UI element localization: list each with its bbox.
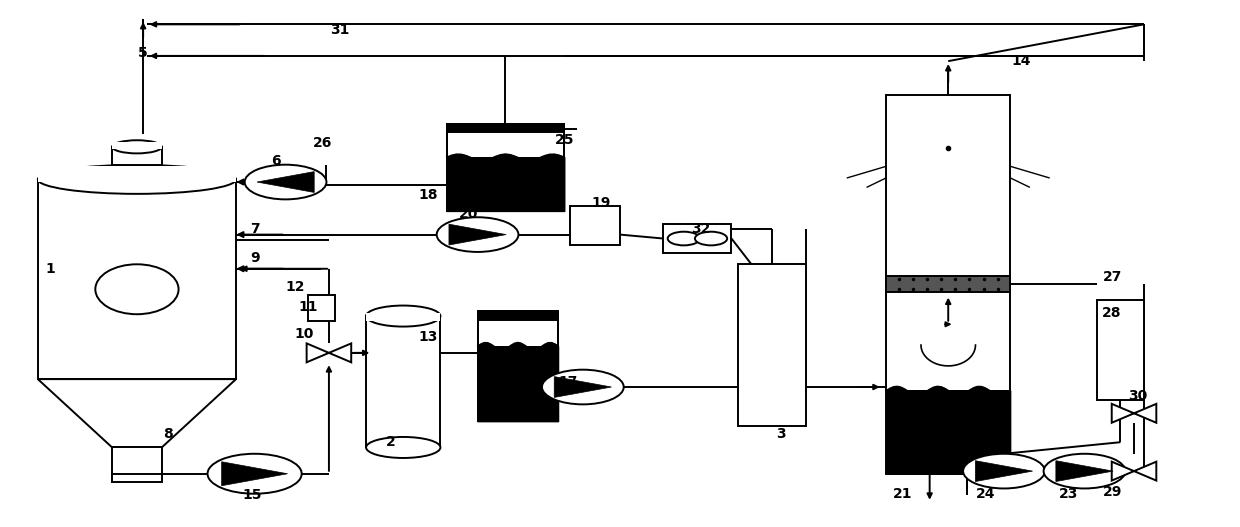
Text: 23: 23 <box>1059 487 1078 501</box>
Bar <box>308 295 335 321</box>
Ellipse shape <box>38 165 236 194</box>
Text: 22: 22 <box>935 442 955 455</box>
Text: 26: 26 <box>312 135 332 150</box>
Bar <box>366 316 440 447</box>
Text: 4: 4 <box>919 438 929 452</box>
Bar <box>38 166 236 182</box>
Text: 7: 7 <box>249 222 259 236</box>
Bar <box>112 142 161 150</box>
Bar <box>477 311 558 421</box>
Text: 28: 28 <box>1102 306 1121 320</box>
Text: 8: 8 <box>162 427 172 441</box>
Text: 9: 9 <box>249 251 259 265</box>
Text: 31: 31 <box>330 23 350 36</box>
Circle shape <box>667 232 699 246</box>
Text: 6: 6 <box>270 154 280 168</box>
Bar <box>446 124 564 132</box>
Text: 19: 19 <box>591 196 611 210</box>
Circle shape <box>963 454 1045 489</box>
Text: 11: 11 <box>298 300 317 314</box>
Ellipse shape <box>366 437 440 458</box>
Polygon shape <box>257 172 314 192</box>
Text: 1: 1 <box>46 262 55 276</box>
Text: 29: 29 <box>1104 485 1122 499</box>
Polygon shape <box>306 344 351 363</box>
Text: 10: 10 <box>294 327 314 341</box>
Text: 25: 25 <box>554 133 574 147</box>
Ellipse shape <box>112 140 161 153</box>
Ellipse shape <box>366 306 440 327</box>
Circle shape <box>436 217 518 252</box>
Text: 5: 5 <box>138 46 148 60</box>
Bar <box>887 276 1011 292</box>
Bar <box>477 346 558 421</box>
Bar <box>112 447 161 482</box>
Bar <box>738 264 806 426</box>
Bar <box>446 124 564 211</box>
Bar <box>38 179 236 379</box>
Polygon shape <box>976 461 1033 482</box>
Text: 21: 21 <box>893 487 913 501</box>
Bar <box>477 311 558 320</box>
Circle shape <box>694 232 727 246</box>
Bar <box>570 206 620 245</box>
Bar <box>1097 300 1145 400</box>
Bar <box>887 391 1011 474</box>
Text: 3: 3 <box>776 427 786 441</box>
Polygon shape <box>222 462 288 486</box>
Polygon shape <box>449 224 506 245</box>
Bar <box>477 311 558 421</box>
Ellipse shape <box>95 264 179 314</box>
Text: 16: 16 <box>489 380 508 394</box>
Bar <box>446 157 564 211</box>
Bar <box>663 224 732 253</box>
Polygon shape <box>1112 462 1157 481</box>
Bar <box>887 95 1011 474</box>
Polygon shape <box>38 379 236 447</box>
Circle shape <box>542 369 624 404</box>
Text: 27: 27 <box>1104 270 1122 284</box>
Text: 12: 12 <box>285 280 305 294</box>
Bar <box>366 314 440 321</box>
Text: 18: 18 <box>418 188 438 202</box>
Text: 32: 32 <box>691 222 711 236</box>
Bar <box>112 147 161 165</box>
Polygon shape <box>554 377 611 397</box>
Polygon shape <box>1112 404 1157 423</box>
Polygon shape <box>1056 461 1114 482</box>
Bar <box>446 124 564 211</box>
Text: 13: 13 <box>418 330 438 344</box>
Text: 20: 20 <box>459 207 479 221</box>
Text: 2: 2 <box>386 435 396 449</box>
Circle shape <box>207 454 301 494</box>
Text: 15: 15 <box>242 488 262 502</box>
Text: 30: 30 <box>1128 389 1147 403</box>
Circle shape <box>244 164 326 199</box>
Circle shape <box>1044 454 1126 489</box>
Text: 24: 24 <box>976 487 996 501</box>
Text: 17: 17 <box>558 375 578 389</box>
Text: 14: 14 <box>1012 54 1032 68</box>
